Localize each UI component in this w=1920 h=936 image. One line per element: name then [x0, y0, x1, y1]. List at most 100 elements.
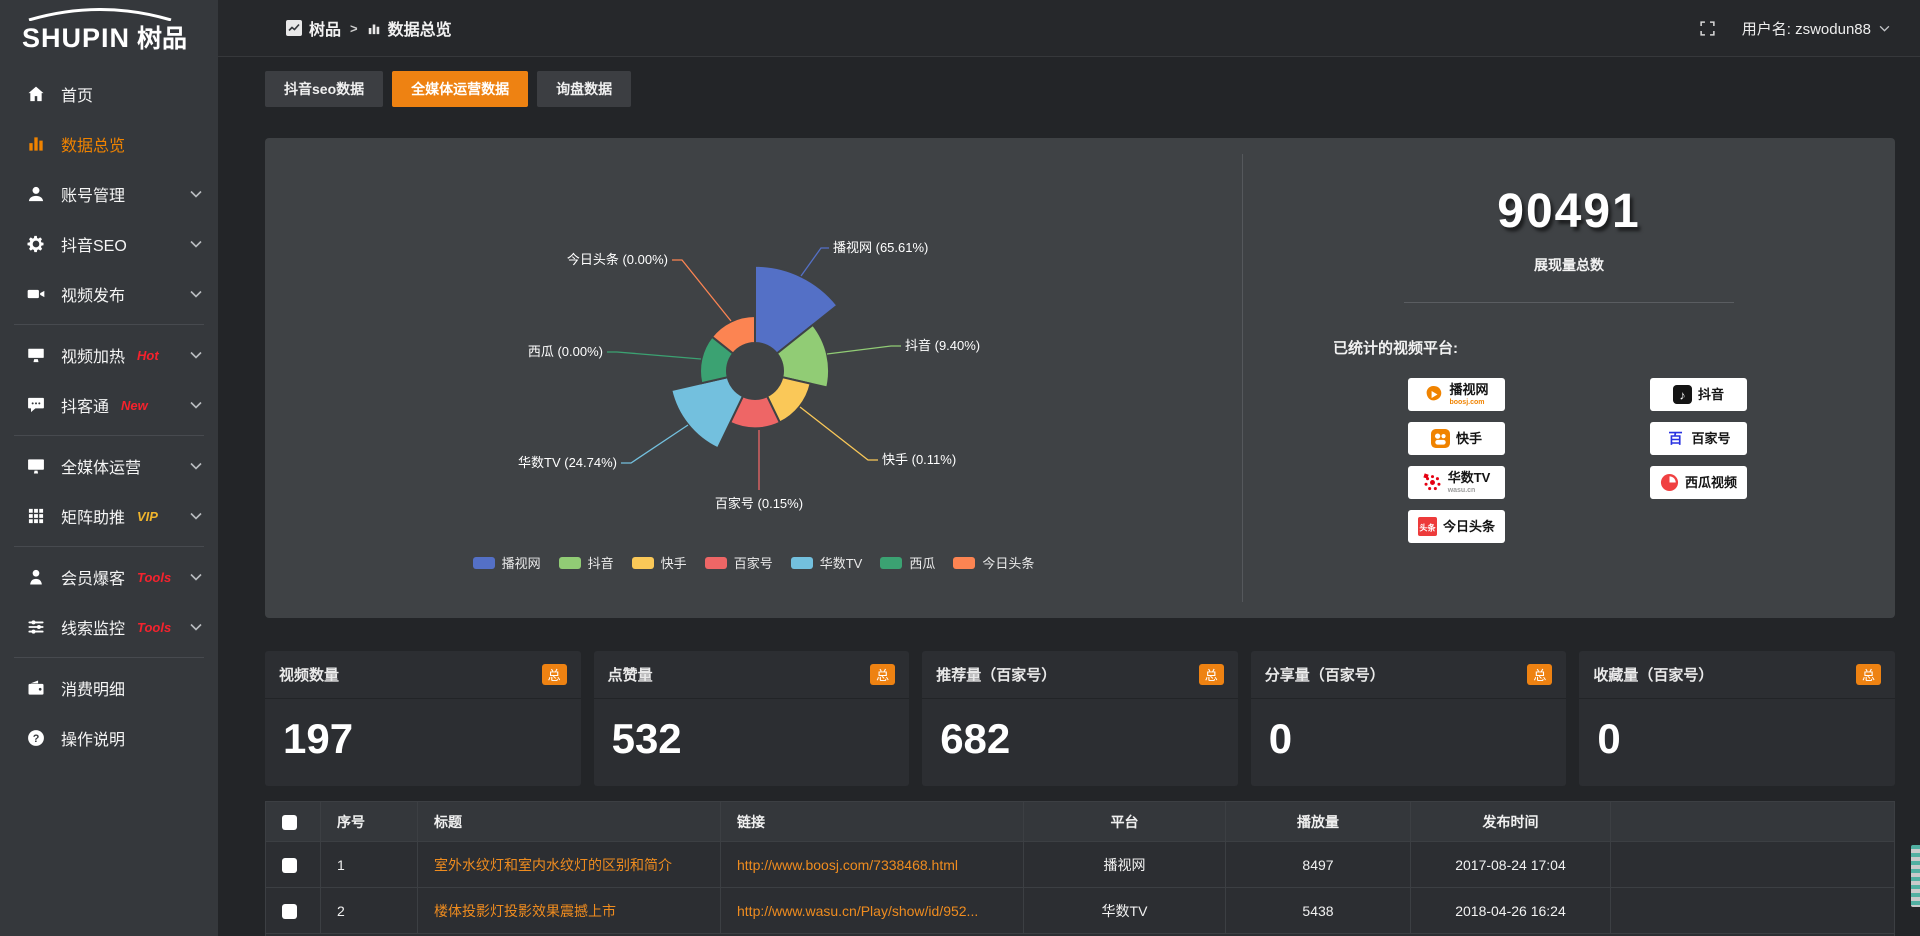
sidebar-item-首页[interactable]: 首页: [0, 69, 218, 119]
pie-slice-播视网[interactable]: [754, 264, 839, 355]
column-header-序号: 序号: [320, 801, 418, 842]
user-icon: [26, 184, 46, 204]
cell-platform: 播视网: [1023, 841, 1226, 888]
sliders-icon: [26, 617, 46, 637]
cell-seq: 2: [320, 887, 418, 934]
platform-badge-华数TV[interactable]: 华数TV wasu.cn: [1408, 466, 1505, 499]
platform-name: 播视网: [1449, 382, 1489, 398]
grid-icon: [26, 506, 46, 526]
legend-item-百家号[interactable]: 百家号: [704, 553, 773, 572]
pie-slice-今日头条[interactable]: [710, 314, 756, 355]
brand-name-cn: 树品: [137, 25, 188, 53]
sidebar-item-badge: Tools: [137, 569, 172, 585]
platform-badge-快手[interactable]: 快手: [1408, 422, 1505, 455]
chevron-down-icon: [190, 462, 202, 470]
tab-全媒体运营数据[interactable]: 全媒体运营数据: [392, 71, 529, 107]
breadcrumb-current[interactable]: 数据总览: [367, 16, 452, 40]
sidebar-item-label: 首页: [61, 88, 94, 105]
sidebar-item-抖客通[interactable]: 抖客通 New: [0, 380, 218, 430]
chart-icon: [26, 134, 46, 154]
legend-label: 今日头条: [982, 556, 1035, 571]
legend-item-华数TV[interactable]: 华数TV: [790, 553, 862, 572]
sidebar-item-全媒体运营[interactable]: 全媒体运营: [0, 441, 218, 491]
stat-card-推荐量（百家号）: 推荐量（百家号） 总 682: [922, 651, 1238, 786]
sidebar-item-label: 矩阵助推: [61, 510, 126, 527]
legend-item-今日头条[interactable]: 今日头条: [953, 553, 1034, 572]
video-title-link[interactable]: 楼体投影灯投影效果震撼上市: [434, 902, 616, 919]
legend-item-快手[interactable]: 快手: [631, 553, 687, 572]
platform-badge-今日头条[interactable]: 头条 今日头条: [1408, 510, 1505, 543]
total-badge[interactable]: 总: [870, 664, 896, 685]
legend-item-西瓜[interactable]: 西瓜: [880, 553, 935, 572]
sidebar-item-会员爆客[interactable]: 会员爆客 Tools: [0, 552, 218, 602]
select-all-checkbox[interactable]: [282, 814, 297, 830]
summary-divider: [1404, 302, 1734, 303]
total-badge[interactable]: 总: [1527, 664, 1553, 685]
cell-title: 楼体投影灯投影效果震撼上市: [417, 887, 721, 934]
chevron-down-icon: [1879, 25, 1890, 32]
brand-logo[interactable]: SHUPIN 树品: [0, 0, 218, 59]
video-url-link[interactable]: http://www.wasu.cn/Play/show/id/952...: [737, 902, 979, 919]
legend-label: 播视网: [501, 556, 541, 571]
summary-area: 90491 展现量总数 已统计的视频平台: 播视网 boosj.com 快手 华数TV…: [1243, 138, 1895, 618]
row-checkbox[interactable]: [282, 857, 297, 873]
tab-询盘数据[interactable]: 询盘数据: [537, 71, 632, 107]
gear-icon: [26, 234, 46, 254]
platform-badge-西瓜视频[interactable]: 西瓜视频: [1650, 466, 1747, 499]
sidebar-item-视频发布[interactable]: 视频发布: [0, 269, 218, 319]
legend-swatch: [631, 556, 654, 569]
platform-badge-抖音[interactable]: ♪ 抖音: [1650, 378, 1747, 411]
legend-item-播视网[interactable]: 播视网: [472, 553, 541, 572]
user-menu[interactable]: 用户名: zswodun88: [1742, 18, 1890, 39]
breadcrumb-home[interactable]: 树品: [286, 16, 341, 40]
pie-label-播视网: 播视网 (65.61%): [833, 240, 928, 255]
chevron-down-icon: [190, 240, 202, 248]
sidebar-item-数据总览[interactable]: 数据总览: [0, 119, 218, 169]
sidebar-item-badge: VIP: [137, 508, 158, 524]
chevron-down-icon: [190, 573, 202, 581]
stat-label: 点赞量: [607, 667, 653, 684]
video-title-link[interactable]: 室外水纹灯和室内水纹灯的区别和简介: [434, 856, 672, 873]
sidebar-item-label: 抖音SEO: [61, 238, 127, 255]
platform-badge-播视网[interactable]: 播视网 boosj.com: [1408, 378, 1505, 411]
sidebar-item-消费明细[interactable]: 消费明细: [0, 663, 218, 713]
platform-badge-百家号[interactable]: 百百家号: [1650, 422, 1747, 455]
svg-text:头条: 头条: [1419, 522, 1436, 532]
chevron-down-icon: [190, 512, 202, 520]
topbar-right: 用户名: zswodun88: [1699, 18, 1890, 39]
legend-swatch: [953, 556, 976, 569]
pie-label-line: [799, 406, 878, 461]
video-icon: [26, 284, 46, 304]
toutiao-icon: 头条: [1417, 517, 1437, 536]
platform-column: ♪ 抖音百百家号西瓜视频: [1650, 378, 1747, 543]
row-checkbox[interactable]: [282, 903, 297, 919]
xigua-icon: [1660, 473, 1679, 492]
stat-cards-row: 视频数量总 197 点赞量总 532 推荐量（百家号）总 682 分享量（百家号）总 0 收藏量…: [265, 651, 1895, 786]
breadcrumb: 树品 > 数据总览: [286, 16, 452, 40]
video-url-link[interactable]: http://www.boosj.com/7338468.html: [737, 856, 959, 873]
legend-label: 快手: [660, 556, 687, 571]
sidebar-item-操作说明[interactable]: ? 操作说明: [0, 713, 218, 763]
total-badge[interactable]: 总: [1855, 664, 1881, 685]
sidebar-item-线索监控[interactable]: 线索监控 Tools: [0, 602, 218, 652]
edge-widget-strip[interactable]: [1911, 845, 1920, 907]
tab-抖音seo数据[interactable]: 抖音seo数据: [265, 71, 384, 107]
sidebar-item-抖音SEO[interactable]: 抖音SEO: [0, 219, 218, 269]
fullscreen-icon[interactable]: [1699, 20, 1716, 37]
sidebar-item-矩阵助推[interactable]: 矩阵助推 VIP: [0, 491, 218, 541]
pie-slice-抖音[interactable]: [775, 323, 830, 389]
sidebar-item-label: 消费明细: [61, 682, 126, 699]
videos-table: 序号 标题 链接 平台 播放量 发布时间 1 室外水纹灯和室内水纹灯的区别和简介 http:/…: [265, 801, 1895, 936]
column-header-发布时间: 发布时间: [1410, 801, 1611, 842]
legend-item-抖音[interactable]: 抖音: [558, 553, 614, 572]
help-icon: ?: [26, 728, 46, 748]
cell-link: http://www.wasu.cn/Play/show/id/952...: [720, 887, 1024, 934]
pie-slice-华数TV[interactable]: [670, 376, 745, 450]
total-badge[interactable]: 总: [541, 664, 567, 685]
pie-label-西瓜: 西瓜 (0.00%): [528, 344, 603, 359]
legend-swatch: [472, 556, 495, 569]
sidebar-item-账号管理[interactable]: 账号管理: [0, 169, 218, 219]
total-impressions-label: 展现量总数: [1534, 257, 1604, 273]
total-badge[interactable]: 总: [1198, 664, 1224, 685]
sidebar-item-视频加热[interactable]: 视频加热 Hot: [0, 330, 218, 380]
